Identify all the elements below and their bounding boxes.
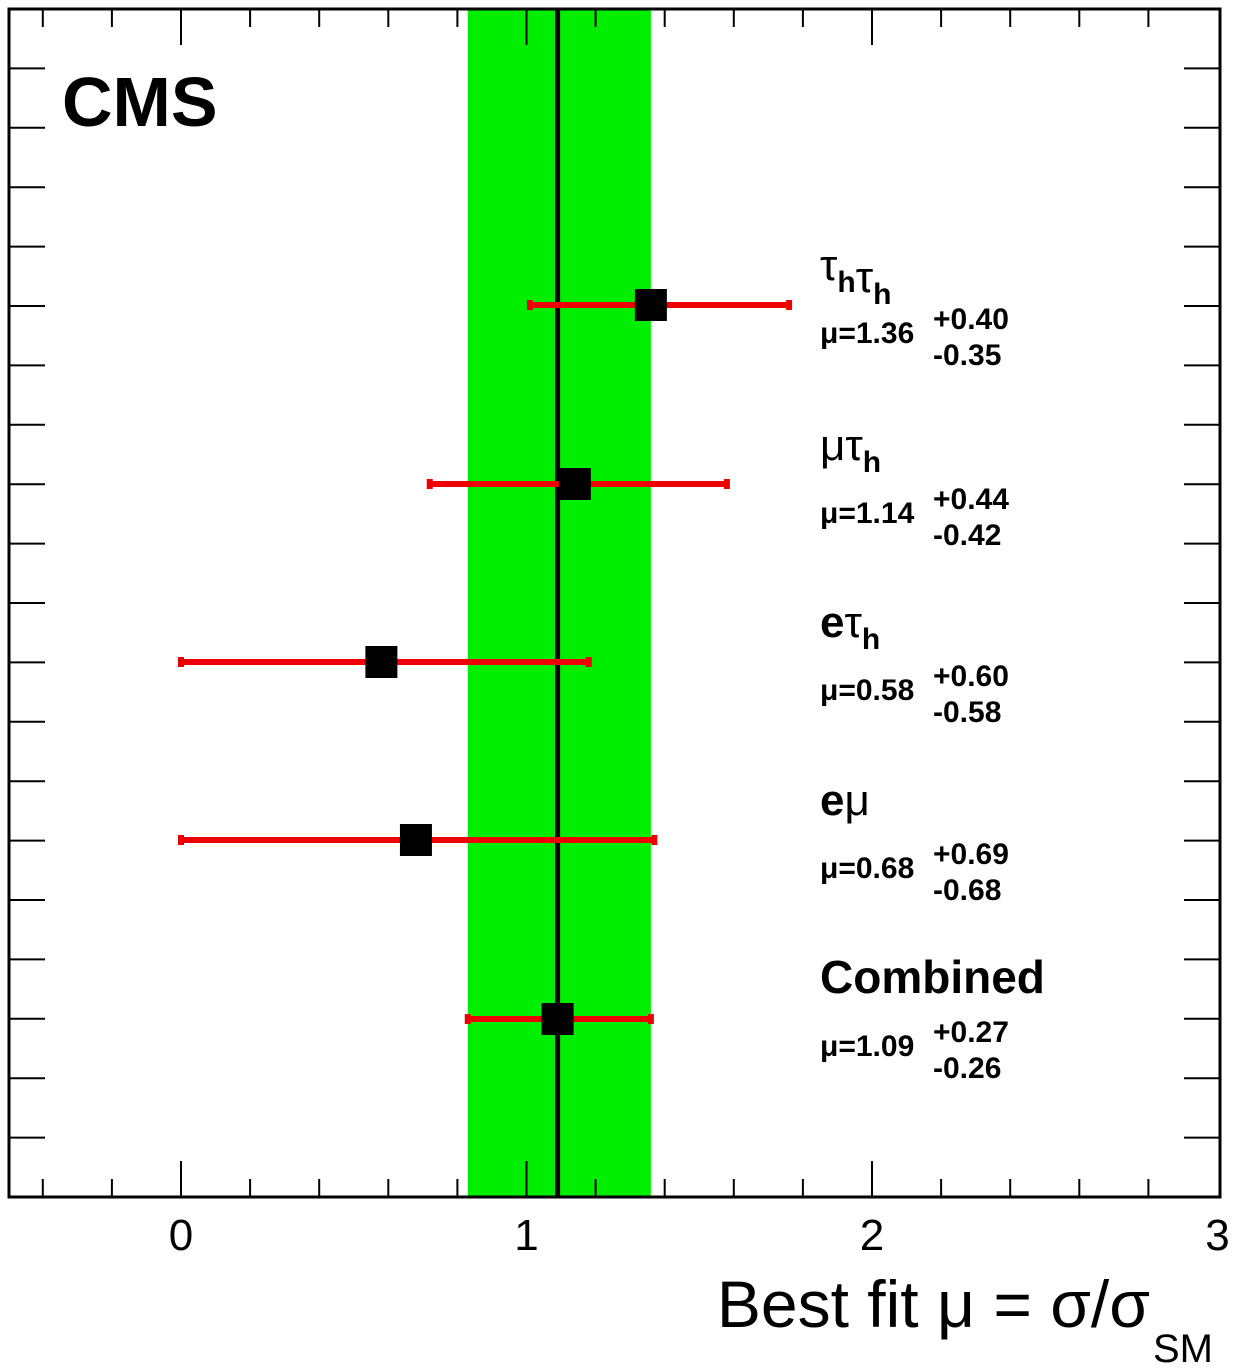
channel-name-part: τ	[845, 421, 863, 470]
channel-mu-value: μ=0.58	[820, 674, 914, 707]
channel-name-subscript: h	[862, 623, 880, 656]
channel-name: τhτh	[820, 241, 891, 311]
channel-name: Combined	[820, 951, 1045, 1003]
channel-uncertainty-up: +0.40	[933, 303, 1009, 336]
x-tick-label: 2	[860, 1211, 884, 1260]
channel-uncertainty-down: -0.42	[933, 519, 1001, 552]
x-tick-label: 3	[1205, 1211, 1229, 1260]
channel-name-part: μ	[844, 776, 869, 825]
channel-uncertainty-down: -0.26	[933, 1052, 1001, 1085]
plot-frame-layer	[7, 7, 1222, 1199]
channel-name: eμ	[820, 776, 870, 825]
experiment-label: CMS	[62, 63, 218, 141]
channel-name-subscript: h	[863, 446, 881, 479]
channel-name-part: τ	[820, 241, 838, 290]
x-axis-title-subscript: SM	[1153, 1327, 1213, 1368]
channel-uncertainty-up: +0.44	[933, 483, 1009, 516]
data-point-marker	[365, 646, 398, 678]
channel-points-layer	[178, 289, 793, 1035]
channel-name-part: Combined	[820, 951, 1045, 1003]
channel-name-part: e	[820, 598, 844, 647]
channel-uncertainty-up: +0.69	[933, 838, 1009, 871]
channel-name-part: e	[820, 776, 844, 825]
channel-uncertainty-down: -0.68	[933, 874, 1001, 907]
data-point-marker	[558, 468, 591, 500]
channel-uncertainty-up: +0.60	[933, 660, 1009, 693]
data-point-marker	[541, 1003, 574, 1035]
channel-name-part: μ	[820, 421, 845, 470]
channel-name-subscript: h	[837, 266, 855, 299]
channel-mu-value: μ=1.36	[820, 317, 914, 350]
x-axis-title: Best fit μ = σ/σ	[717, 1267, 1150, 1341]
data-point-marker	[634, 289, 667, 321]
data-point-marker	[399, 824, 432, 856]
channel-uncertainty-up: +0.27	[933, 1016, 1009, 1049]
x-axis-layer: 0 1 2 3 Best fit μ = σ/σSM	[169, 1211, 1230, 1368]
channel-uncertainty-down: -0.35	[933, 339, 1001, 372]
channel-mu-value: μ=1.14	[820, 497, 915, 530]
channel-uncertainty-down: -0.58	[933, 696, 1001, 729]
channel-name: μτh	[820, 421, 881, 479]
channel-name: eτh	[820, 598, 880, 656]
channel-name-part: τ	[844, 598, 862, 647]
channel-name-subscript: h	[873, 278, 891, 311]
x-tick-label: 1	[514, 1211, 538, 1260]
channel-mu-value: μ=1.09	[820, 1030, 914, 1063]
channel-mu-value: μ=0.68	[820, 852, 914, 885]
channel-name-part: τ	[856, 253, 874, 302]
x-tick-label: 0	[169, 1211, 193, 1260]
